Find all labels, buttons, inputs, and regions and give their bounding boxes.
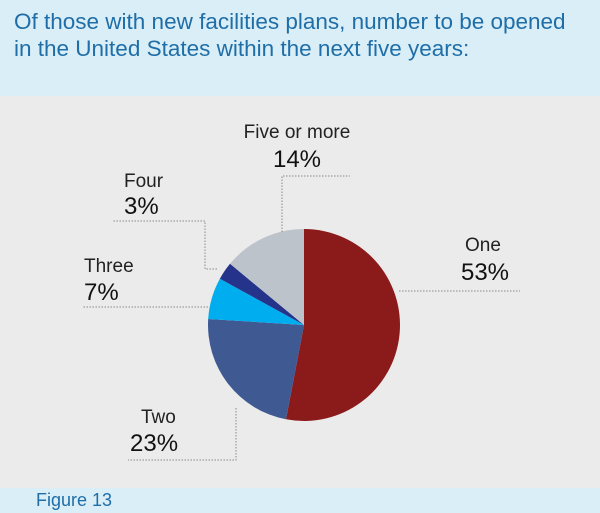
pie-slice-three [208,278,304,325]
slice-label-three: Three [84,256,134,277]
slice-value-three: 7% [84,279,119,306]
pie-slice-five-or-more [230,229,304,325]
leader-line-five-or-more [281,175,350,232]
chart-title: Of those with new facilities plans, numb… [14,9,566,61]
leader-line-four [112,220,217,270]
slice-value-two: 23% [130,430,178,457]
pie-slice-four [219,263,304,325]
pie-slices [208,229,400,421]
figure-label: Figure 13 [36,490,113,510]
slice-label-two: Two [141,407,176,428]
slice-value-four: 3% [124,193,159,220]
slice-label-four: Four [124,171,164,192]
slice-label-one: One [465,235,501,256]
slice-label-five-or-more: Five or more [244,122,351,143]
slice-value-five-or-more: 14% [273,146,321,173]
slice-value-one: 53% [461,259,509,286]
leader-line-two [128,408,237,461]
pie-slice-two [208,318,304,420]
footer-band: Figure 13 [0,488,600,513]
pie-slice-one [286,229,400,421]
header-band: Of those with new facilities plans, numb… [0,0,600,96]
